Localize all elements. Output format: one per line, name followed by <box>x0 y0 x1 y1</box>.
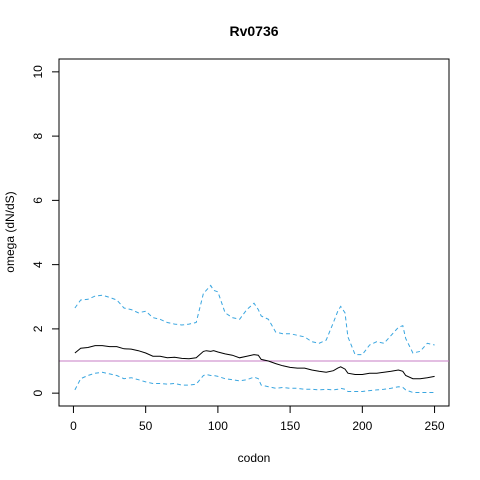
plot-frame <box>58 58 450 407</box>
x-axis: 0 50 100 150 200 250 <box>70 405 445 433</box>
x-tick-label: 200 <box>352 419 372 433</box>
x-tick-label: 0 <box>70 419 77 433</box>
x-axis-label: codon <box>238 451 271 465</box>
series-line-upper-bound <box>74 284 435 356</box>
y-tick-label: 2 <box>31 325 45 332</box>
y-axis-label: omega (dN/dS) <box>3 191 17 272</box>
y-tick-label: 6 <box>31 197 45 204</box>
series-line-mean <box>74 345 435 380</box>
y-tick-label: 4 <box>31 261 45 268</box>
x-tick-label: 150 <box>280 419 300 433</box>
x-tick-label: 250 <box>425 419 445 433</box>
series-line-lower-bound <box>74 371 435 393</box>
x-tick-label: 50 <box>139 419 153 433</box>
y-tick-label: 0 <box>31 389 45 396</box>
y-axis: 0 2 4 6 8 10 <box>31 65 60 396</box>
chart-title: Rv0736 <box>229 23 278 39</box>
y-tick-label: 10 <box>31 65 45 79</box>
y-tick-label: 8 <box>31 132 45 139</box>
plot-marks <box>59 284 449 393</box>
x-tick-label: 100 <box>208 419 228 433</box>
